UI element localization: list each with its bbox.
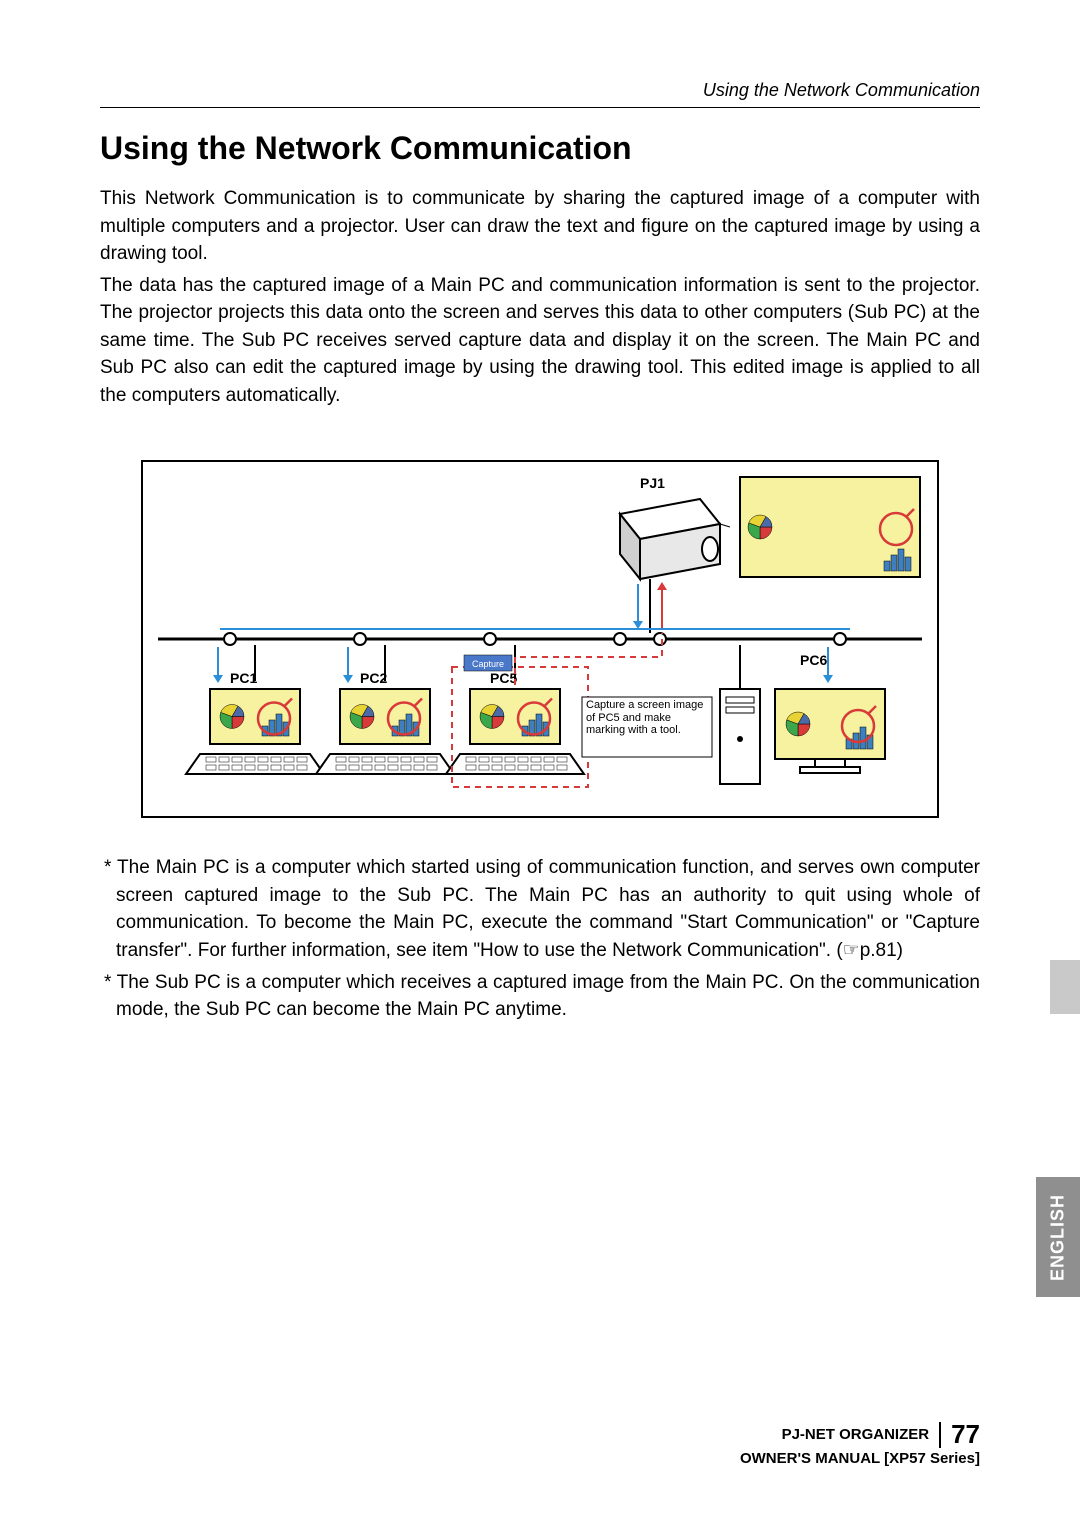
page-footer: PJ-NET ORGANIZER 77 OWNER'S MANUAL [XP57… — [740, 1419, 980, 1467]
diagram-svg: PJ1PC1PC2PC5PC6CaptureCapture a screen i… — [140, 459, 940, 819]
language-tab: ENGLISH — [1036, 1177, 1080, 1297]
running-head: Using the Network Communication — [100, 80, 980, 108]
intro-paragraph-1: This Network Communication is to communi… — [100, 185, 980, 268]
page-number: 77 — [951, 1419, 980, 1450]
svg-text:PJ1: PJ1 — [640, 475, 665, 491]
svg-text:PC2: PC2 — [360, 670, 387, 686]
svg-text:PC5: PC5 — [490, 670, 517, 686]
footer-product: PJ-NET ORGANIZER — [782, 1426, 930, 1443]
network-diagram: PJ1PC1PC2PC5PC6CaptureCapture a screen i… — [140, 459, 940, 824]
side-tab-grey — [1050, 960, 1080, 1014]
page-title: Using the Network Communication — [100, 130, 980, 167]
footer-manual: OWNER'S MANUAL [XP57 Series] — [740, 1450, 980, 1467]
footnote-1: * The Main PC is a computer which starte… — [100, 854, 980, 964]
svg-text:PC1: PC1 — [230, 670, 257, 686]
manual-page: Using the Network Communication Using th… — [0, 0, 1080, 1527]
footer-separator — [939, 1422, 941, 1448]
svg-text:Capture: Capture — [472, 659, 504, 669]
svg-text:PC6: PC6 — [800, 652, 827, 668]
footnote-2: * The Sub PC is a computer which receive… — [100, 969, 980, 1024]
intro-paragraph-2: The data has the captured image of a Mai… — [100, 272, 980, 410]
